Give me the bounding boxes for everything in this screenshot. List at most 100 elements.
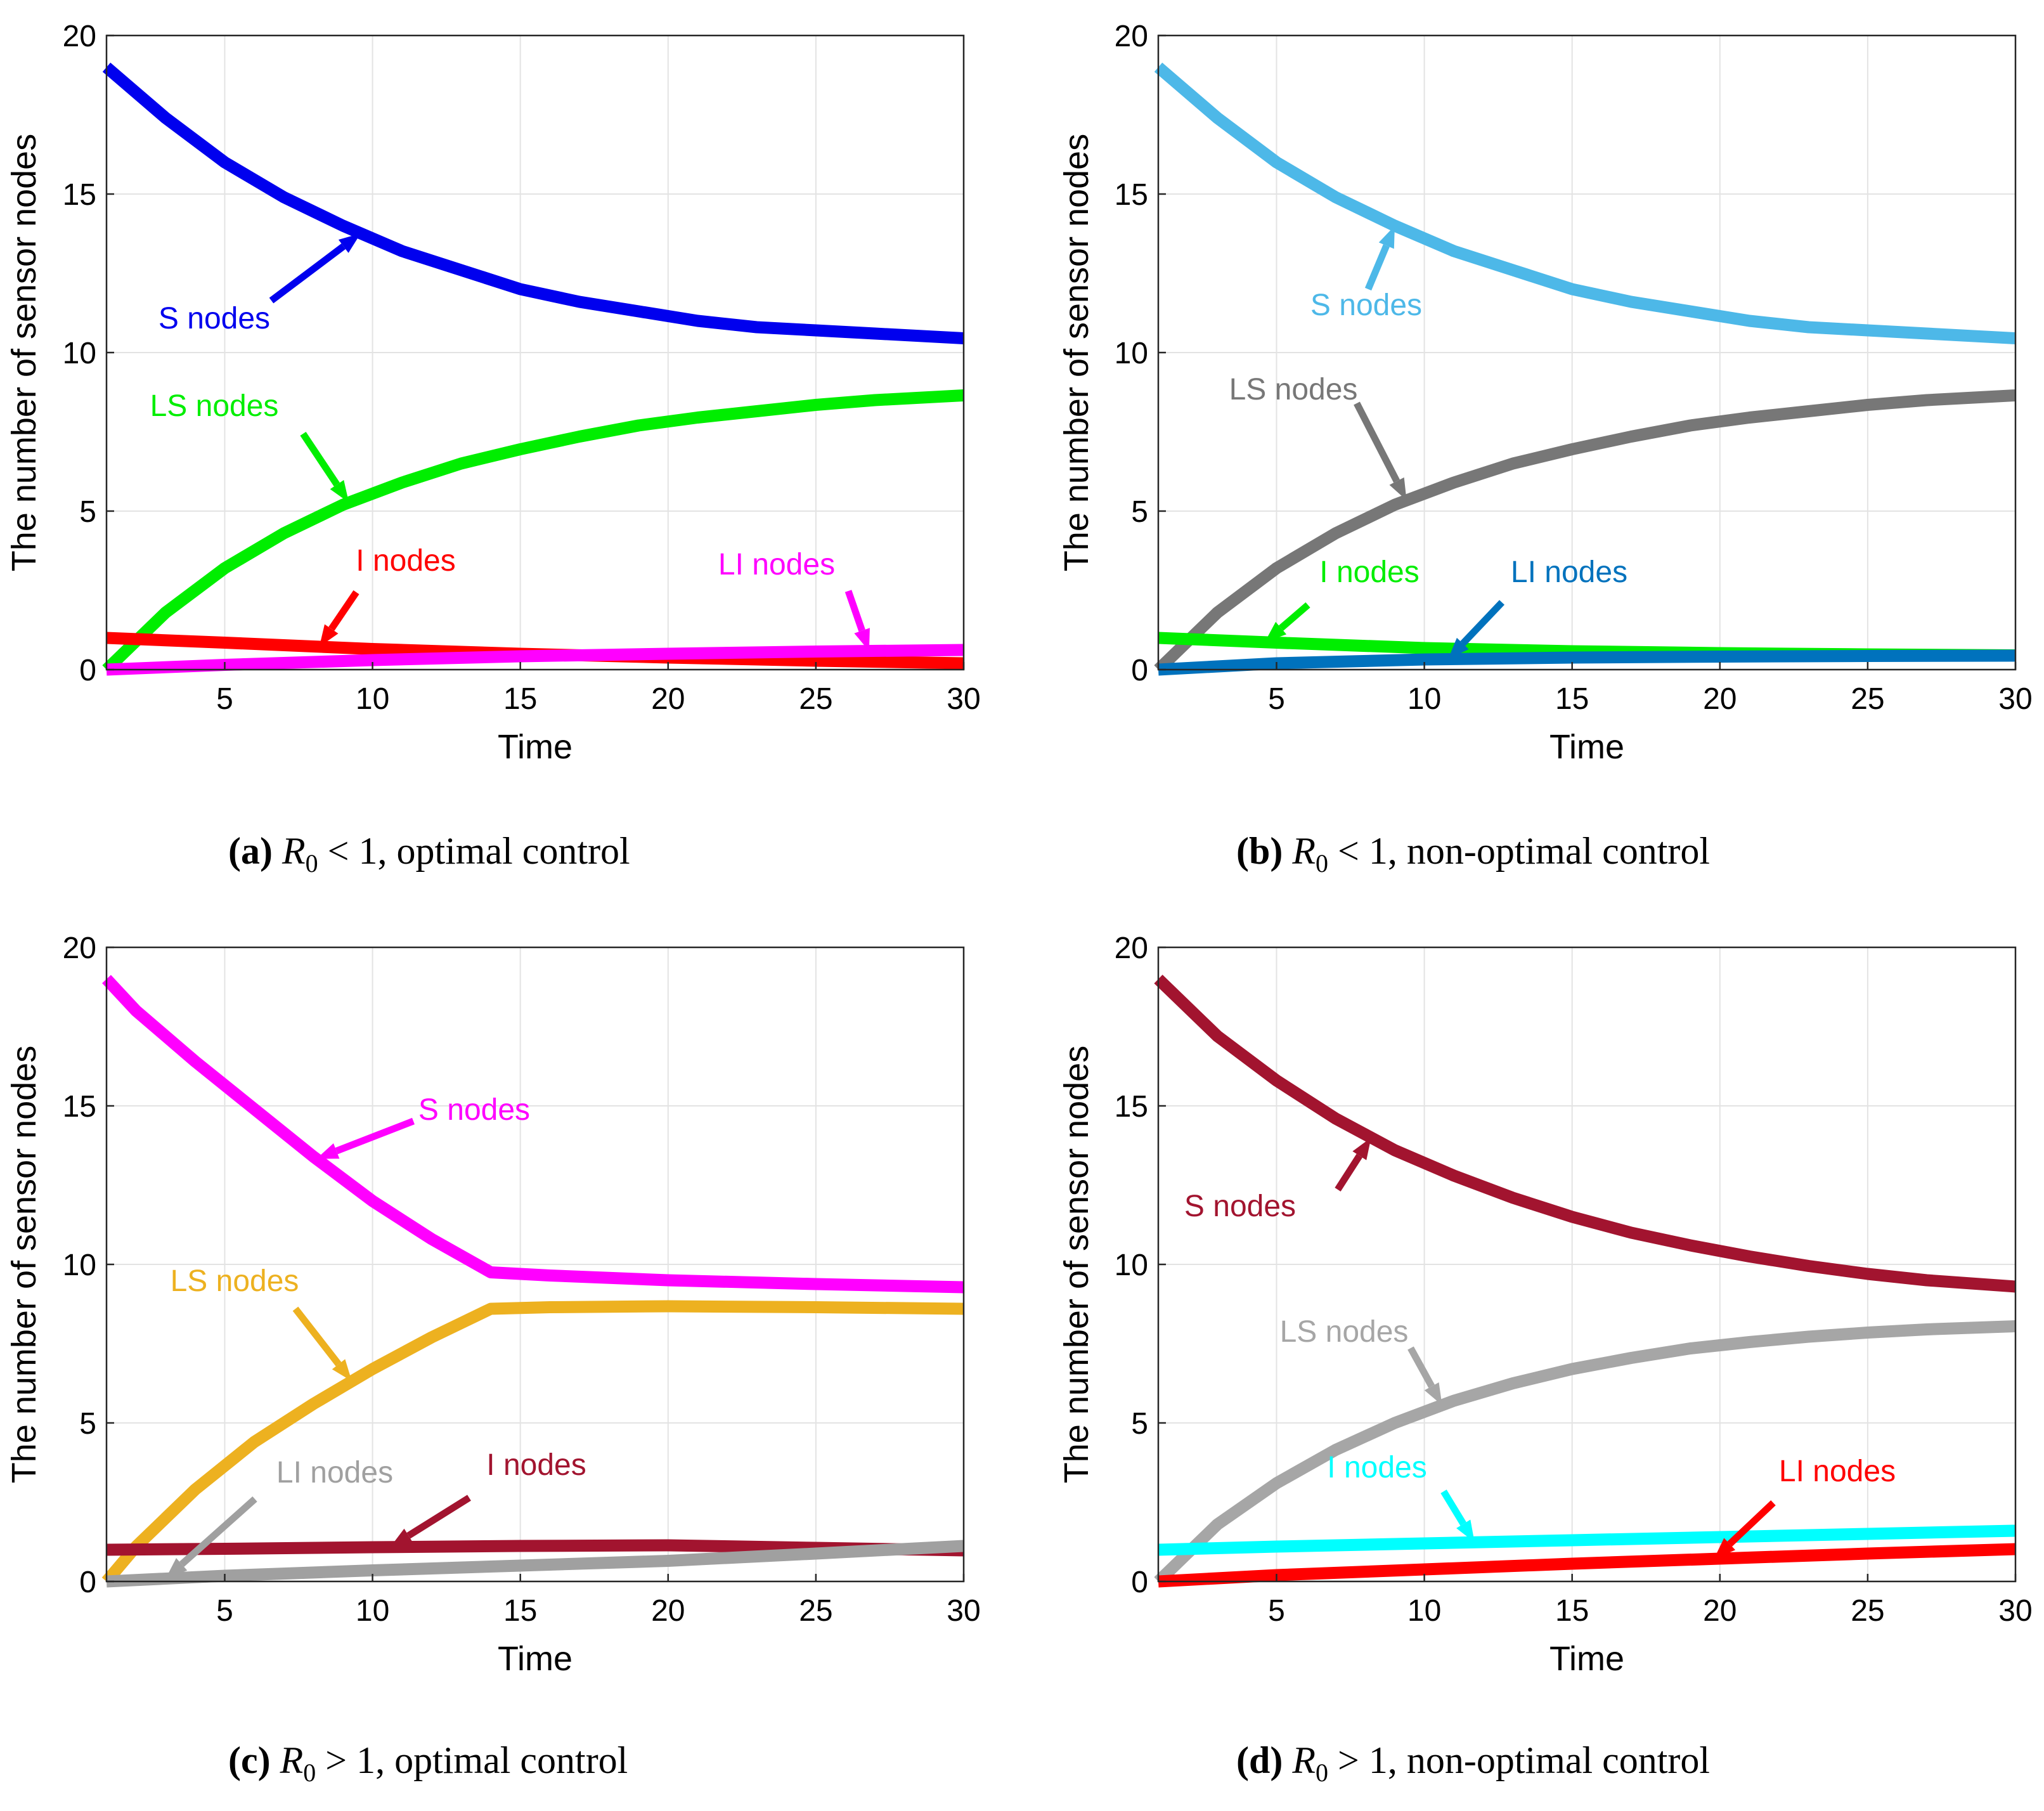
ytick-label-d-15: 15 bbox=[1115, 1090, 1148, 1124]
annotation-label-a-0: S nodes bbox=[158, 302, 270, 335]
ylabel-d: The number of sensor nodes bbox=[1058, 1046, 1096, 1483]
ytick-label-a-15: 15 bbox=[63, 178, 96, 212]
series-line-a-ls-nodes bbox=[102, 389, 964, 674]
ytick-label-c-20: 20 bbox=[63, 931, 96, 965]
annotation-arrowhead-d-1 bbox=[1424, 1382, 1442, 1405]
series-line-d-i-nodes bbox=[1158, 1524, 2016, 1556]
annotation-arrow-d-1 bbox=[1407, 1346, 1435, 1388]
ytick-label-a-5: 5 bbox=[79, 495, 96, 529]
xtick-label-b-20: 20 bbox=[1703, 682, 1737, 716]
annotation-arrowhead-d-3 bbox=[1714, 1538, 1736, 1559]
ytick-label-a-20: 20 bbox=[63, 20, 96, 53]
xtick-label-b-5: 5 bbox=[1268, 682, 1285, 716]
caption-b: (b) R0 < 1, non-optimal control bbox=[1236, 829, 1710, 878]
annotation-arrowhead-d-0 bbox=[1352, 1138, 1371, 1160]
annotation-label-b-3: LI nodes bbox=[1511, 555, 1627, 589]
caption-c-text: , optimal control bbox=[375, 1739, 628, 1781]
annotation-arrow-c-1 bbox=[292, 1306, 342, 1366]
annotation-arrowhead-b-3 bbox=[1447, 637, 1469, 659]
xtick-label-c-15: 15 bbox=[503, 1594, 537, 1628]
annotation-arrow-c-2 bbox=[179, 1496, 257, 1567]
annotation-arrowhead-a-1 bbox=[330, 479, 349, 503]
caption-c: (c) R0 > 1, optimal control bbox=[228, 1739, 628, 1788]
series-line-d-ls-nodes bbox=[1154, 1320, 2016, 1586]
ytick-label-d-10: 10 bbox=[1115, 1249, 1148, 1282]
xtick-label-d-20: 20 bbox=[1703, 1594, 1737, 1628]
annotation-label-d-3: LI nodes bbox=[1779, 1455, 1896, 1488]
ytick-label-c-10: 10 bbox=[63, 1249, 96, 1282]
series-line-b-ls-nodes bbox=[1154, 389, 2016, 674]
annotation-arrowhead-b-1 bbox=[1389, 477, 1407, 500]
annotation-arrow-a-0 bbox=[269, 243, 346, 304]
annotation-label-b-0: S nodes bbox=[1310, 289, 1422, 322]
xtick-label-d-25: 25 bbox=[1851, 1594, 1884, 1628]
xtick-label-c-20: 20 bbox=[651, 1594, 685, 1628]
caption-b-text: , non-optimal control bbox=[1387, 830, 1711, 872]
ytick-label-d-0: 0 bbox=[1131, 1566, 1148, 1599]
annotation-arrowhead-c-3 bbox=[390, 1528, 413, 1547]
ytick-label-a-10: 10 bbox=[63, 337, 96, 370]
caption-a-label: (a) bbox=[228, 830, 273, 872]
ylabel-a: The number of sensor nodes bbox=[5, 134, 43, 571]
caption-b-label: (b) bbox=[1236, 830, 1283, 872]
annotation-arrow-c-3 bbox=[406, 1495, 471, 1539]
caption-a-text: , optimal control bbox=[377, 830, 630, 872]
ytick-label-b-10: 10 bbox=[1115, 337, 1148, 370]
annotation-arrow-c-0 bbox=[335, 1117, 415, 1155]
ylabel-b: The number of sensor nodes bbox=[1058, 134, 1096, 571]
xtick-label-b-10: 10 bbox=[1407, 682, 1441, 716]
xtick-label-c-30: 30 bbox=[947, 1594, 980, 1628]
xtick-label-c-10: 10 bbox=[356, 1594, 389, 1628]
caption-b-symbol: R bbox=[1292, 830, 1316, 872]
caption-c-relation: > 1 bbox=[325, 1739, 376, 1781]
annotation-label-c-0: S nodes bbox=[418, 1093, 530, 1127]
annotation-arrow-a-3 bbox=[844, 590, 865, 632]
xtick-label-d-15: 15 bbox=[1555, 1594, 1589, 1628]
annotation-label-c-1: LS nodes bbox=[171, 1264, 299, 1298]
annotation-label-d-2: I nodes bbox=[1327, 1451, 1426, 1484]
annotation-arrow-b-3 bbox=[1460, 600, 1504, 646]
xtick-label-a-20: 20 bbox=[651, 682, 685, 716]
ytick-label-d-5: 5 bbox=[1131, 1407, 1148, 1441]
ylabel-c: The number of sensor nodes bbox=[5, 1046, 43, 1483]
caption-d: (d) R0 > 1, non-optimal control bbox=[1236, 1739, 1710, 1788]
caption-a-subscript: 0 bbox=[305, 849, 318, 878]
panel-d: 5 10 15 20 25 30 0 5 10 15 20 Time The number of sen… bbox=[1058, 931, 2033, 1678]
xtick-label-a-30: 30 bbox=[947, 682, 980, 716]
caption-b-relation: < 1 bbox=[1338, 830, 1388, 872]
series-line-a-s-nodes bbox=[102, 62, 964, 344]
annotation-arrowhead-a-3 bbox=[854, 628, 870, 651]
series-line-b-s-nodes bbox=[1154, 62, 2016, 344]
caption-c-subscript: 0 bbox=[303, 1758, 316, 1787]
annotation-arrow-d-0 bbox=[1335, 1153, 1362, 1191]
caption-c-symbol: R bbox=[280, 1739, 304, 1781]
xtick-label-d-30: 30 bbox=[1998, 1594, 2032, 1628]
annotation-label-d-0: S nodes bbox=[1184, 1190, 1296, 1223]
annotation-arrowhead-d-2 bbox=[1456, 1519, 1475, 1543]
xtick-label-c-5: 5 bbox=[216, 1594, 233, 1628]
annotation-label-a-2: I nodes bbox=[356, 544, 455, 578]
ytick-label-b-15: 15 bbox=[1115, 178, 1148, 212]
caption-d-symbol: R bbox=[1292, 1739, 1316, 1781]
panel-b: 5 10 15 20 25 30 0 5 10 15 20 Time The number of sen… bbox=[1058, 20, 2033, 766]
ytick-label-d-20: 20 bbox=[1115, 931, 1148, 965]
xtick-label-d-5: 5 bbox=[1268, 1594, 1285, 1628]
annotation-arrow-d-3 bbox=[1727, 1500, 1776, 1547]
annotation-label-a-3: LI nodes bbox=[718, 548, 835, 581]
ytick-label-c-5: 5 bbox=[79, 1407, 96, 1441]
xtick-label-b-15: 15 bbox=[1555, 682, 1589, 716]
annotation-arrowhead-c-1 bbox=[332, 1359, 352, 1382]
xlabel-a: Time bbox=[498, 728, 572, 766]
annotation-arrowhead-a-0 bbox=[338, 233, 361, 253]
caption-b-subscript: 0 bbox=[1316, 849, 1328, 878]
annotation-arrowhead-c-0 bbox=[316, 1143, 340, 1159]
series-line-d-s-nodes bbox=[1154, 975, 2016, 1293]
annotation-arrow-a-1 bbox=[300, 431, 340, 487]
xtick-label-b-25: 25 bbox=[1851, 682, 1884, 716]
series-line-c-ls-nodes bbox=[101, 1300, 964, 1586]
xtick-label-a-5: 5 bbox=[216, 682, 233, 716]
xtick-label-a-15: 15 bbox=[503, 682, 537, 716]
caption-c-label: (c) bbox=[228, 1739, 271, 1781]
